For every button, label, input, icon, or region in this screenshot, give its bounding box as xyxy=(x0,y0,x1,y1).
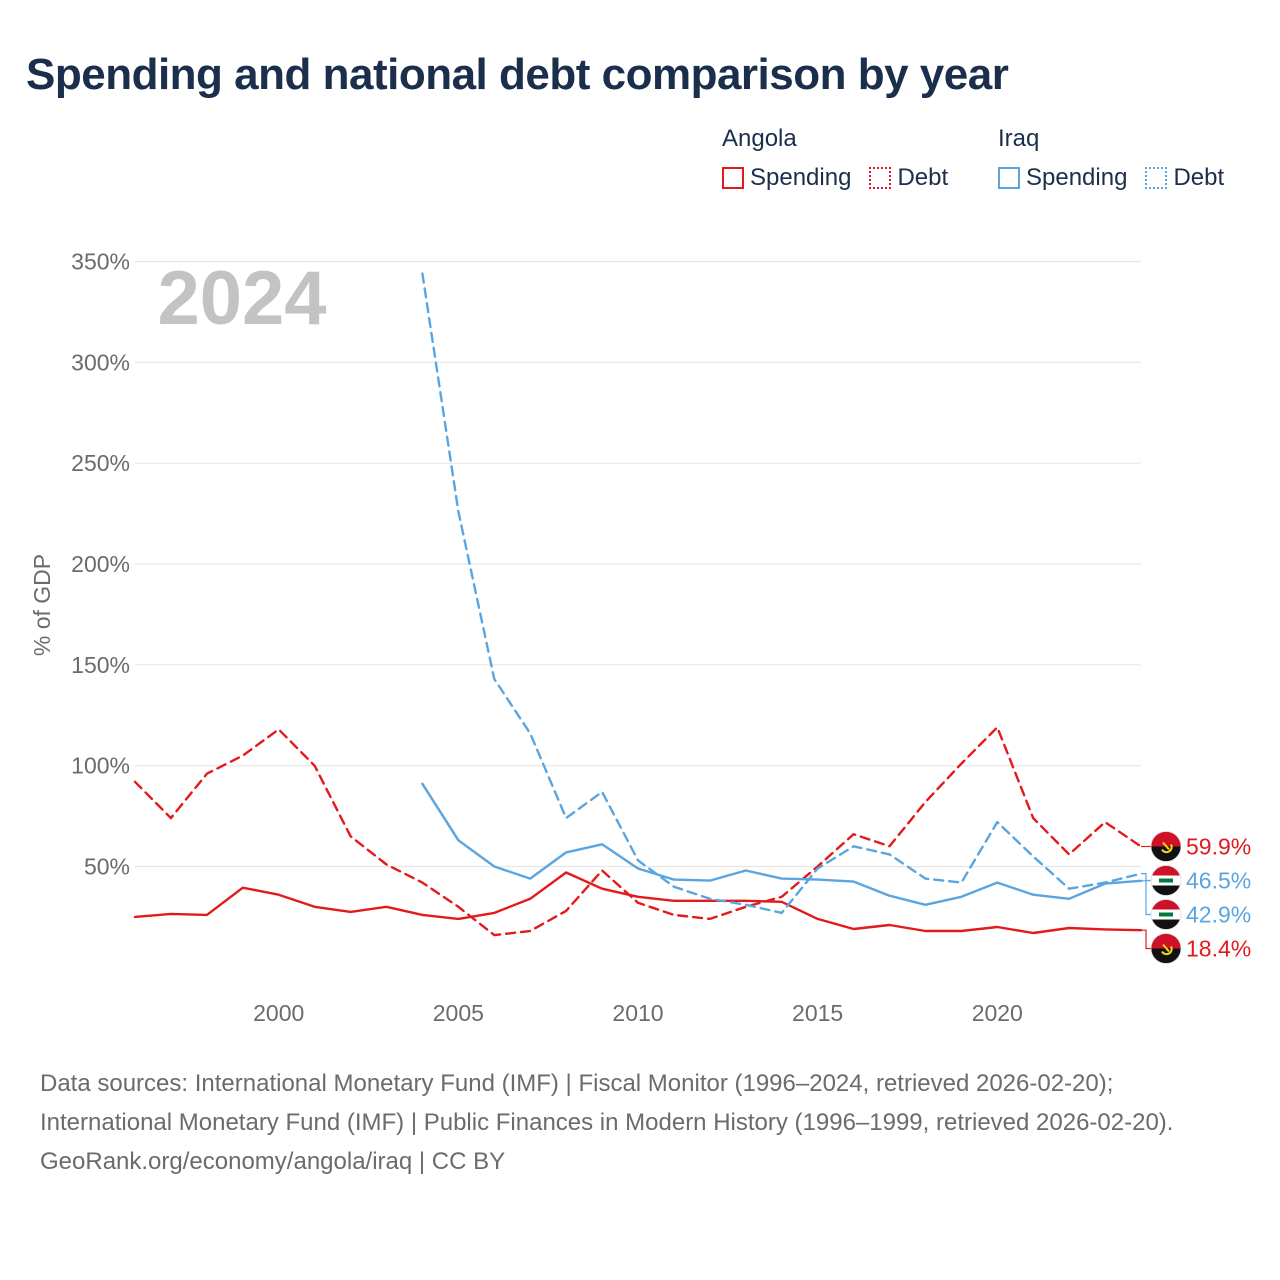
y-tick-label: 100% xyxy=(71,753,130,779)
legend-swatch-angola-spending xyxy=(722,167,744,189)
end-label-connector xyxy=(1141,929,1151,950)
series-line-angola-spending[interactable] xyxy=(133,871,1143,935)
end-value-label: 46.5% xyxy=(1186,868,1251,894)
legend-group-name: Angola xyxy=(722,125,797,152)
data-sources: Data sources: International Monetary Fun… xyxy=(40,1070,1174,1136)
chart-title: Spending and national debt comparison by… xyxy=(26,50,1009,99)
x-tick-label: 2005 xyxy=(433,1000,484,1026)
series-line-angola-debt[interactable] xyxy=(133,726,1143,937)
legend-label: Spending xyxy=(750,164,852,191)
legend-entry-iraq-spending[interactable]: Spending xyxy=(998,164,1127,192)
end-label-connector xyxy=(1141,872,1151,882)
legend-label: Debt xyxy=(1173,164,1225,191)
end-value-label: 59.9% xyxy=(1186,834,1251,860)
legend-swatch-iraq-debt xyxy=(1145,167,1168,189)
x-tick-label: 2015 xyxy=(792,1000,843,1026)
y-tick-label: 250% xyxy=(71,450,130,476)
end-value-label: 42.9% xyxy=(1186,902,1251,928)
y-tick-label: 200% xyxy=(71,551,130,577)
legend-entry-angola-spending[interactable]: Spending xyxy=(722,164,851,192)
series-line-iraq-debt[interactable] xyxy=(421,272,1143,915)
y-tick-label: 300% xyxy=(71,349,130,375)
legend-group-name: Iraq xyxy=(998,125,1040,152)
y-tick-label: 50% xyxy=(84,854,130,880)
x-tick-label: 2020 xyxy=(972,1000,1023,1026)
y-tick-label: 350% xyxy=(71,249,130,275)
legend-entry-angola-debt[interactable]: Debt xyxy=(869,164,948,192)
legend-group-angola: Angola Spending Debt xyxy=(722,124,966,198)
series xyxy=(133,272,1143,937)
series-line-iraq-spending[interactable] xyxy=(421,782,1143,906)
end-value-label: 18.4% xyxy=(1186,936,1251,962)
x-ticks: 2000 2005 2010 2015 2020 xyxy=(253,1000,1023,1026)
iraq-flag-icon xyxy=(1150,899,1182,930)
credit[interactable]: GeoRank.org/economy/angola/iraq | CC BY xyxy=(40,1148,506,1175)
end-label-connector xyxy=(1141,880,1151,916)
y-tick-label: 150% xyxy=(71,652,130,678)
gridlines xyxy=(135,260,1141,868)
legend-group-iraq: Iraq Spending Debt xyxy=(998,124,1242,198)
iraq-flag-icon xyxy=(1150,865,1182,896)
legend-swatch-angola-debt xyxy=(869,167,892,189)
y-ticks: 50% 100% 150% 200% 250% 300% 350% xyxy=(71,249,130,880)
legend-label: Debt xyxy=(897,164,949,191)
legend-label: Spending xyxy=(1026,164,1128,191)
legend-entry-iraq-debt[interactable]: Debt xyxy=(1145,164,1224,192)
angola-flag-icon xyxy=(1150,933,1182,964)
angola-flag-icon xyxy=(1150,831,1182,862)
legend-swatch-iraq-spending xyxy=(998,167,1020,189)
footer: Data sources: International Monetary Fun… xyxy=(40,1064,1240,1181)
x-tick-label: 2000 xyxy=(253,1000,304,1026)
end-labels: 59.9% 46.5% 42.9% 18.4% xyxy=(1141,831,1251,964)
y-axis-label: % of GDP xyxy=(29,554,55,656)
year-watermark: 2024 xyxy=(157,256,326,341)
x-tick-label: 2010 xyxy=(612,1000,663,1026)
line-chart: 2024 % of GDP 50% 100% 150% 200% 250% 300% 350… xyxy=(29,249,1251,1027)
